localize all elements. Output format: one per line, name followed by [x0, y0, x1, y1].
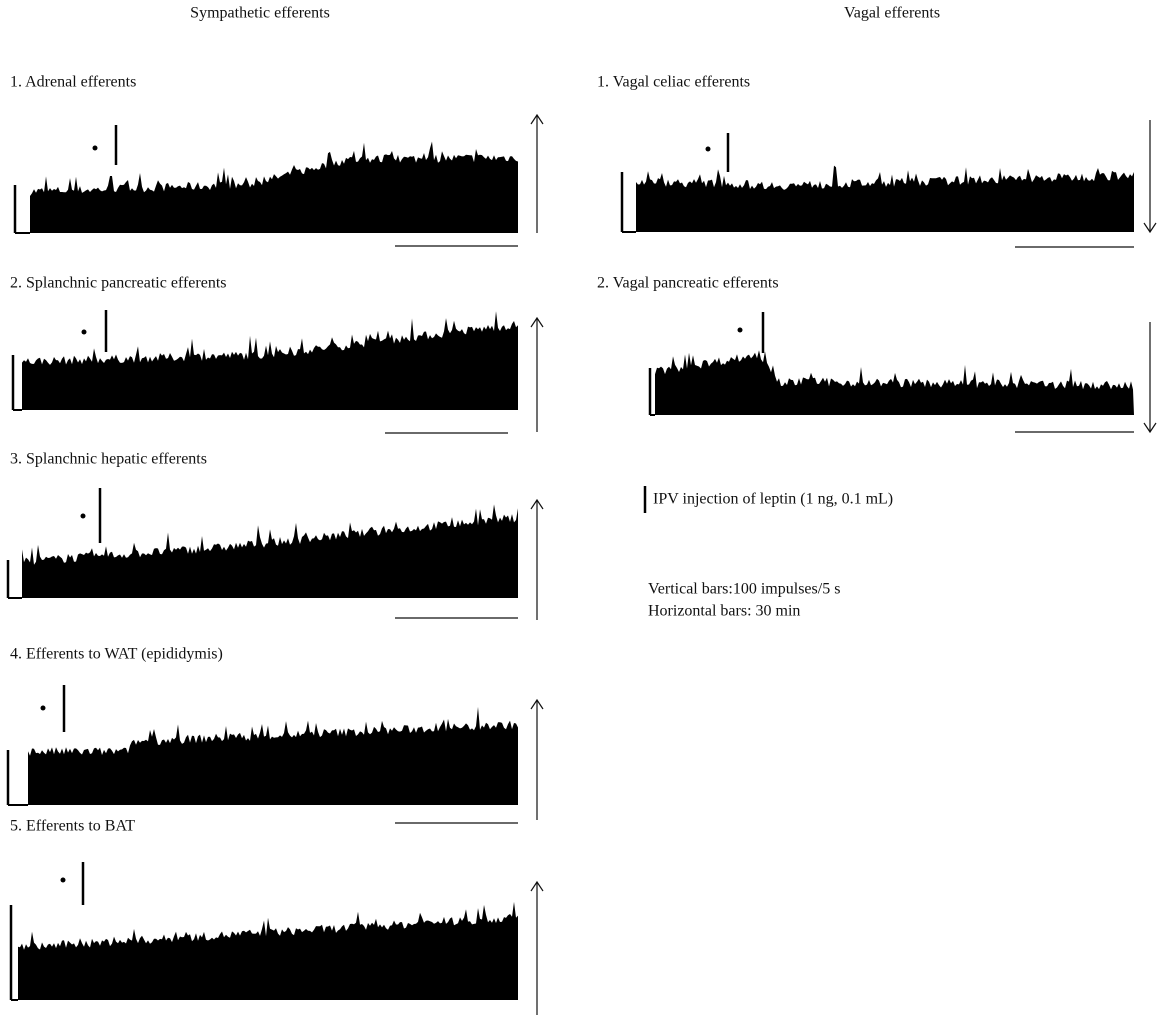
legend-text: Horizontal bars: 30 min	[648, 603, 800, 620]
injection-dot	[92, 145, 98, 151]
panel-label: 5. Efferents to BAT	[10, 818, 135, 835]
panel-label: 4. Efferents to WAT (epididymis)	[10, 646, 223, 663]
legend-text: IPV injection of leptin (1 ng, 0.1 mL)	[653, 491, 893, 508]
injection-dot	[60, 877, 66, 883]
arrow-head	[530, 498, 544, 510]
injection-dot	[81, 329, 87, 335]
arrow-head	[1143, 222, 1157, 234]
panel-label: 1. Vagal celiac efferents	[597, 74, 750, 91]
traces	[6, 113, 1157, 1015]
column-header: Vagal efferents	[844, 5, 940, 22]
panel-label: 2. Vagal pancreatic efferents	[597, 275, 779, 292]
nerve-trace	[28, 706, 518, 805]
injection-dot	[80, 513, 86, 519]
arrow-head	[530, 698, 544, 710]
nerve-trace	[30, 141, 518, 233]
nerve-trace	[22, 311, 518, 410]
nerve-trace	[655, 350, 1134, 415]
arrow-head	[530, 880, 544, 892]
arrow-head	[530, 113, 544, 125]
panel-label: 1. Adrenal efferents	[10, 74, 136, 91]
injection-dot	[705, 146, 711, 152]
arrow-head	[1143, 422, 1157, 434]
injection-dot	[737, 327, 743, 333]
column-header: Sympathetic efferents	[190, 5, 330, 22]
nerve-trace	[18, 901, 518, 1000]
injection-dot	[40, 705, 46, 711]
panel-label: 2. Splanchnic pancreatic efferents	[10, 275, 227, 292]
legend-text: Vertical bars:100 impulses/5 s	[648, 581, 840, 598]
panel-label: 3. Splanchnic hepatic efferents	[10, 451, 207, 468]
nerve-trace	[636, 165, 1134, 232]
nerve-trace	[22, 504, 518, 598]
arrow-head	[530, 316, 544, 328]
